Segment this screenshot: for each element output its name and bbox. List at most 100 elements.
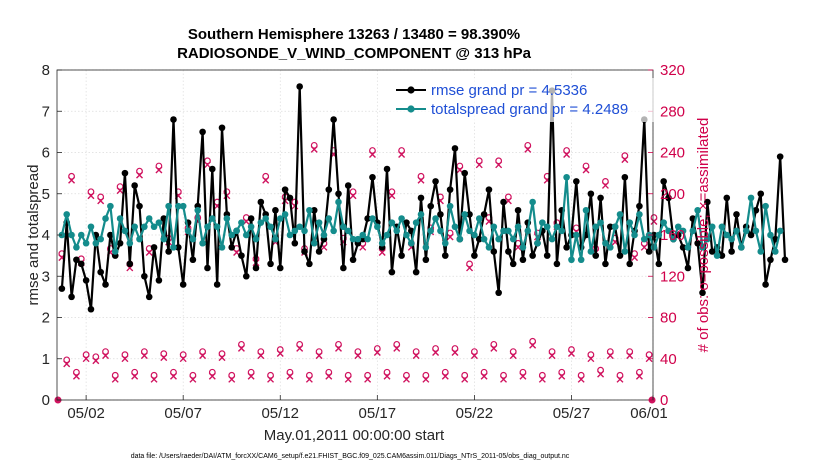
series-point <box>660 178 667 185</box>
obs-assimilated-marker <box>373 349 381 356</box>
obs-assimilated-marker <box>359 243 367 251</box>
series-point <box>388 268 396 276</box>
series-point <box>359 231 367 239</box>
series-point <box>209 215 216 222</box>
series-point <box>602 239 609 247</box>
obs-possible-marker <box>111 371 119 379</box>
obs-assimilated-marker <box>509 352 517 360</box>
series-point <box>718 252 726 259</box>
series-point <box>558 227 566 235</box>
series-point <box>548 235 556 243</box>
right-tick-label: 160 <box>660 227 685 244</box>
legend-box <box>392 78 654 122</box>
series-point <box>160 215 168 222</box>
series-point <box>461 169 468 177</box>
obs-assimilated-marker <box>601 181 609 189</box>
series-point <box>272 235 279 243</box>
series-point <box>87 223 95 231</box>
series-point <box>393 227 401 235</box>
obs-possible-marker <box>383 368 391 376</box>
series-point <box>340 264 347 272</box>
obs-assimilated-marker <box>208 372 216 380</box>
series-point <box>611 223 619 231</box>
obs-assimilated-marker <box>650 218 658 226</box>
series-point <box>592 252 600 259</box>
obs-assimilated-marker <box>203 161 211 169</box>
series-point <box>417 211 425 218</box>
obs-assimilated-marker <box>179 355 187 363</box>
series-point <box>155 277 163 284</box>
series-point <box>602 260 609 268</box>
right-tick-label: 240 <box>660 145 685 162</box>
series-point <box>684 244 692 251</box>
series-point <box>398 252 405 259</box>
series-point <box>73 256 80 264</box>
series-point <box>519 244 527 251</box>
series-point <box>141 223 148 231</box>
series-point <box>233 227 240 235</box>
series-point <box>150 244 158 251</box>
series-point <box>97 235 104 243</box>
series-point <box>383 165 391 173</box>
series-point <box>252 235 260 243</box>
series-point <box>77 231 85 239</box>
series-point <box>218 244 226 251</box>
right-tick-label: 0 <box>660 392 668 409</box>
obs-assimilated-marker <box>344 375 352 383</box>
series-point <box>179 202 187 210</box>
legend-rmse-marker <box>407 86 415 94</box>
series-point <box>490 248 498 255</box>
series-point <box>485 244 493 251</box>
obs-possible-marker <box>441 368 449 376</box>
obs-possible-marker <box>650 214 658 221</box>
series-point <box>713 252 721 259</box>
series-point <box>310 239 318 247</box>
obs-possible-marker <box>475 157 483 165</box>
x-tick-label: 05/27 <box>553 405 591 422</box>
right-tick-label: 320 <box>660 62 685 79</box>
obs-possible-marker <box>218 350 226 358</box>
series-point <box>301 227 308 235</box>
chart-title: Southern Hemisphere 13263 / 13480 = 98.3… <box>188 26 520 43</box>
series-point <box>626 260 634 268</box>
obs-possible-marker <box>422 371 430 379</box>
series-point <box>335 198 342 206</box>
obs-assimilated-marker <box>466 264 474 272</box>
right-axis-label: # of obs: o=possible; ×=assimilated <box>695 118 712 353</box>
obs-assimilated-marker <box>237 344 245 352</box>
obs-assimilated-marker <box>441 372 449 380</box>
series-point <box>257 198 265 206</box>
series-point <box>451 223 459 231</box>
obs-assimilated-marker <box>140 352 148 360</box>
right-tick-label: 280 <box>660 103 685 120</box>
obs-assimilated-marker <box>349 192 357 200</box>
obs-possible-marker <box>87 188 95 196</box>
obs-assimilated-marker <box>597 370 605 378</box>
series-point <box>369 215 376 222</box>
obs-possible-marker <box>228 371 236 379</box>
series-point <box>500 198 507 206</box>
y-tick-label: 6 <box>42 145 50 162</box>
obs-assimilated-marker <box>577 375 585 383</box>
series-point <box>175 202 182 210</box>
series-point <box>704 198 711 206</box>
series-point <box>136 202 143 210</box>
series-point <box>170 116 177 123</box>
obs-assimilated-marker <box>631 254 639 262</box>
series-point <box>485 186 493 193</box>
obs-assimilated-marker <box>169 372 177 380</box>
series-point <box>267 260 274 268</box>
series-point <box>165 202 172 210</box>
obs-possible-marker <box>160 350 168 358</box>
series-point <box>475 215 483 222</box>
series-point <box>199 239 206 247</box>
obs-assimilated-marker <box>495 161 503 169</box>
series-point <box>621 173 629 181</box>
series-point <box>422 244 430 251</box>
right-axis-ticks: 0 40 80 120 160 200 240 280 320 <box>648 62 685 409</box>
obs-possible-marker <box>568 346 575 353</box>
obs-possible-marker <box>276 346 284 353</box>
obs-possible-marker <box>480 368 488 376</box>
series-point <box>437 211 444 218</box>
series-point <box>68 231 75 239</box>
